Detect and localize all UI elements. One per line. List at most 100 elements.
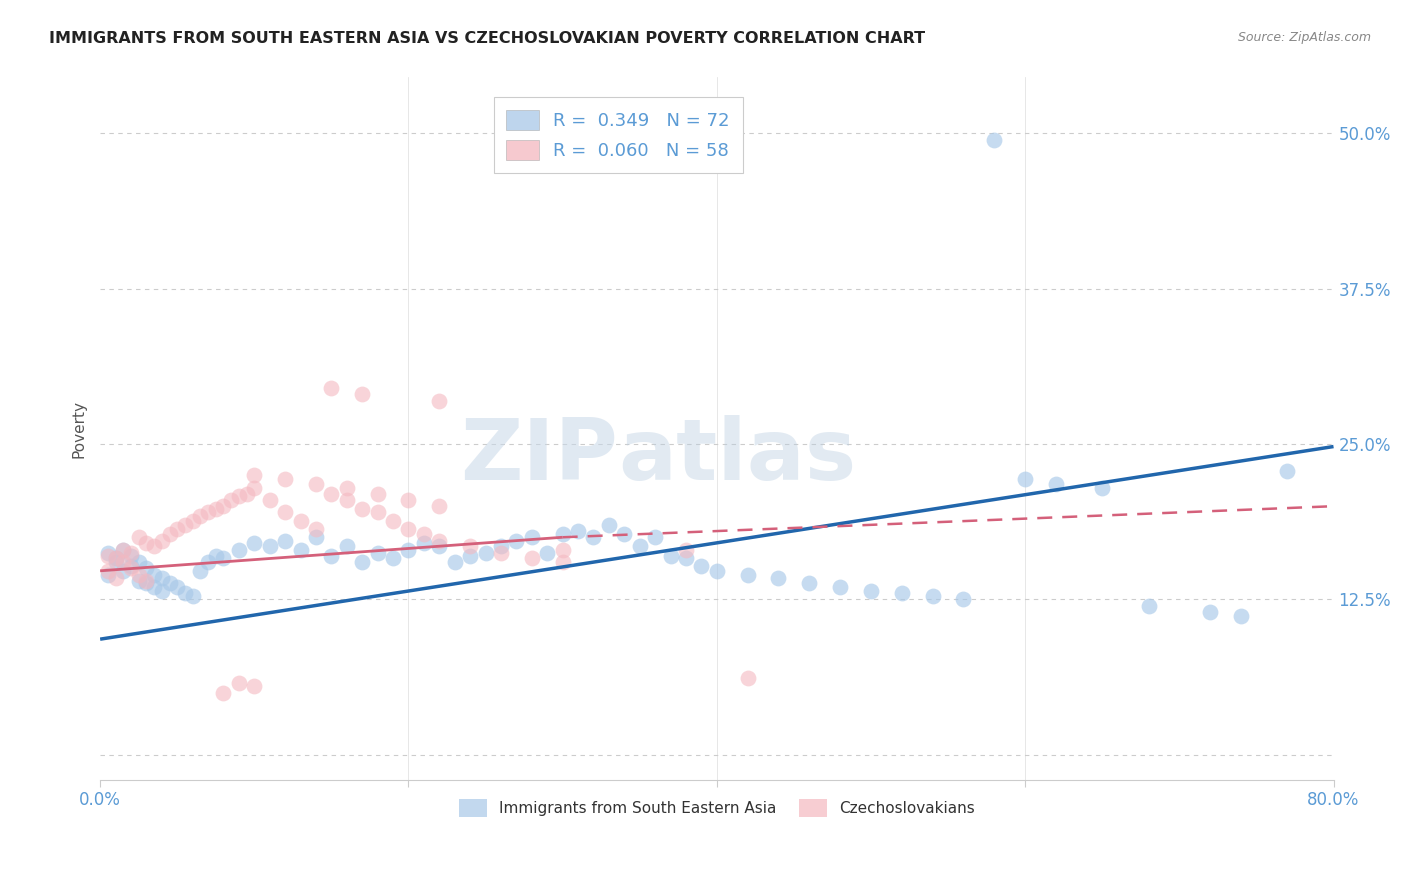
Point — [235, 487, 257, 501]
Point — [551, 526, 574, 541]
Point — [112, 542, 135, 557]
Point — [427, 499, 450, 513]
Point — [120, 561, 142, 575]
Point — [443, 555, 465, 569]
Point — [489, 539, 512, 553]
Point — [983, 132, 1005, 146]
Point — [228, 542, 250, 557]
Point — [143, 539, 166, 553]
Point — [143, 580, 166, 594]
Point — [1091, 481, 1114, 495]
Point — [120, 549, 142, 563]
Point — [128, 574, 150, 588]
Point — [274, 505, 297, 519]
Point — [104, 555, 127, 569]
Point — [135, 536, 157, 550]
Point — [952, 592, 974, 607]
Point — [112, 555, 135, 569]
Point — [120, 546, 142, 560]
Point — [166, 580, 188, 594]
Point — [382, 551, 405, 566]
Point — [305, 530, 328, 544]
Point — [204, 501, 226, 516]
Point — [112, 564, 135, 578]
Point — [243, 468, 266, 483]
Point — [613, 526, 636, 541]
Point — [259, 539, 281, 553]
Point — [505, 533, 527, 548]
Point — [135, 561, 157, 575]
Point — [243, 536, 266, 550]
Point — [212, 499, 235, 513]
Point — [644, 530, 666, 544]
Point — [159, 526, 181, 541]
Point — [197, 555, 219, 569]
Point — [675, 542, 697, 557]
Text: IMMIGRANTS FROM SOUTH EASTERN ASIA VS CZECHOSLOVAKIAN POVERTY CORRELATION CHART: IMMIGRANTS FROM SOUTH EASTERN ASIA VS CZ… — [49, 31, 925, 46]
Point — [166, 522, 188, 536]
Point — [97, 546, 120, 560]
Point — [143, 567, 166, 582]
Point — [367, 505, 389, 519]
Point — [427, 539, 450, 553]
Point — [150, 583, 173, 598]
Legend: Immigrants from South Eastern Asia, Czechoslovakians: Immigrants from South Eastern Asia, Czec… — [451, 792, 983, 824]
Point — [174, 586, 197, 600]
Point — [768, 571, 790, 585]
Point — [737, 671, 759, 685]
Point — [628, 539, 651, 553]
Point — [274, 533, 297, 548]
Point — [659, 549, 682, 563]
Point — [336, 539, 359, 553]
Point — [150, 533, 173, 548]
Point — [412, 536, 434, 550]
Point — [128, 555, 150, 569]
Point — [352, 501, 374, 516]
Point — [398, 493, 420, 508]
Point — [489, 546, 512, 560]
Point — [675, 551, 697, 566]
Point — [367, 546, 389, 560]
Point — [135, 576, 157, 591]
Point — [128, 567, 150, 582]
Text: ZIP: ZIP — [460, 415, 619, 498]
Point — [1045, 476, 1067, 491]
Point — [1230, 608, 1253, 623]
Point — [321, 487, 343, 501]
Point — [1137, 599, 1160, 613]
Point — [174, 517, 197, 532]
Point — [212, 551, 235, 566]
Point — [204, 549, 226, 563]
Point — [690, 558, 713, 573]
Point — [274, 472, 297, 486]
Point — [305, 476, 328, 491]
Point — [520, 551, 543, 566]
Point — [197, 505, 219, 519]
Point — [290, 542, 312, 557]
Point — [181, 514, 204, 528]
Point — [188, 564, 211, 578]
Point — [97, 549, 120, 563]
Point — [890, 586, 912, 600]
Point — [321, 381, 343, 395]
Point — [921, 589, 943, 603]
Point — [243, 481, 266, 495]
Point — [321, 549, 343, 563]
Point — [243, 680, 266, 694]
Point — [228, 489, 250, 503]
Point — [212, 685, 235, 699]
Point — [219, 493, 242, 508]
Point — [150, 571, 173, 585]
Point — [737, 567, 759, 582]
Point — [458, 549, 481, 563]
Point — [367, 487, 389, 501]
Point — [112, 542, 135, 557]
Point — [474, 546, 496, 560]
Point — [398, 542, 420, 557]
Point — [188, 509, 211, 524]
Point — [551, 555, 574, 569]
Point — [582, 530, 605, 544]
Point — [412, 526, 434, 541]
Point — [128, 530, 150, 544]
Point — [1277, 464, 1299, 478]
